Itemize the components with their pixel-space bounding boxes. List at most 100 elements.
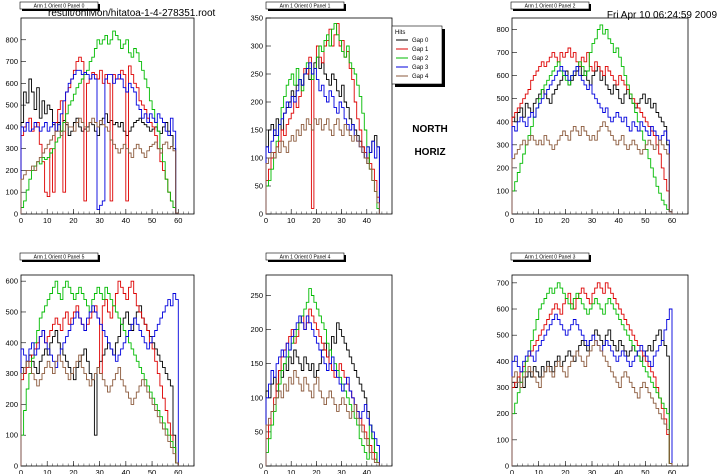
y-tick-label: 300 [496, 140, 509, 149]
series-line [265, 288, 380, 466]
y-tick-label: 150 [250, 126, 263, 135]
x-tick-label: 50 [148, 216, 156, 225]
y-tick-label: 500 [496, 331, 509, 340]
plot-frame [20, 17, 195, 215]
y-tick-label: 700 [496, 278, 509, 287]
legend-label: Gap 3 [412, 65, 429, 71]
panel-title: Arm 1 Orient 0 Panel 3 [525, 255, 576, 261]
y-tick-label: 300 [250, 42, 263, 51]
x-tick-label: 20 [561, 216, 569, 225]
panel-title-box [19, 1, 99, 10]
x-tick-label: 10 [43, 216, 51, 225]
y-tick-label: 0 [259, 210, 263, 219]
x-tick-label: 30 [588, 216, 596, 225]
y-tick-label: 0 [14, 462, 18, 471]
x-tick-label: 50 [641, 468, 649, 474]
timestamp-label: Fri Apr 10 06:24:59 2009 [606, 10, 717, 21]
y-tick-label: 50 [255, 427, 263, 436]
legend-label: Gap 0 [412, 38, 429, 44]
y-tick-label: 200 [496, 163, 509, 172]
x-tick-label: 60 [668, 468, 676, 474]
panel-chart: Arm 1 Orient 0 Panel 0 0 100 200 300 400 500 60… [5, 1, 195, 225]
x-tick-label: 40 [122, 216, 130, 225]
series-line [265, 315, 380, 466]
y-tick-label: 700 [496, 48, 509, 57]
series-line [20, 117, 179, 214]
legend: Hits Gap 0 Gap 1 Gap 2 Gap 3 Gap 4 [391, 25, 445, 87]
legend-box [391, 25, 443, 85]
series-line [511, 65, 673, 214]
y-tick-label: 0 [505, 462, 509, 471]
series-line [20, 69, 179, 214]
x-tick-label: 10 [43, 468, 51, 474]
y-tick-label: 600 [5, 79, 18, 88]
series-line [20, 280, 179, 466]
y-tick-label: 300 [5, 369, 18, 378]
y-tick-label: 400 [496, 117, 509, 126]
y-tick-label: 100 [5, 431, 18, 440]
x-tick-label: 30 [337, 468, 345, 474]
panel-chart: Arm 1 Orient 0 Panel 4 0 50 100 150 200 250 0 10… [250, 252, 393, 474]
y-tick-label: 0 [14, 210, 18, 219]
x-tick-label: 40 [363, 216, 371, 225]
x-tick-label: 20 [69, 468, 77, 474]
series-line [20, 56, 179, 214]
series-line [511, 47, 673, 214]
x-tick-label: 30 [95, 468, 103, 474]
y-tick-label: 200 [5, 166, 18, 175]
y-tick-label: 100 [250, 154, 263, 163]
series-line [511, 121, 673, 214]
panel-title: Arm 1 Orient 0 Panel 2 [525, 4, 576, 10]
x-tick-label: 20 [312, 216, 320, 225]
series-line [511, 24, 673, 214]
x-tick-label: 10 [287, 216, 295, 225]
panel-title: Arm 1 Orient 0 Panel 5 [34, 255, 85, 261]
y-tick-label: 0 [259, 462, 263, 471]
series-line [265, 23, 380, 214]
panel-chart: Arm 1 Orient 0 Panel 5010020030040050060… [5, 252, 195, 474]
y-tick-label: 500 [5, 101, 18, 110]
panel-title-box [19, 252, 99, 261]
series-line [265, 118, 380, 214]
panel-chart: Arm 1 Orient 0 Panel 2010020030040050060… [496, 1, 689, 225]
x-tick-label: 20 [561, 468, 569, 474]
y-tick-label: 200 [496, 409, 509, 418]
y-tick-label: 400 [5, 122, 18, 131]
series-line [265, 322, 380, 466]
x-tick-label: 30 [337, 216, 345, 225]
legend-label: Gap 1 [412, 47, 429, 53]
y-tick-label: 0 [505, 210, 509, 219]
series-line [20, 280, 179, 466]
y-tick-label: 200 [250, 98, 263, 107]
panel-chart: Arm 1 Orient 0 Panel 3010020030040050060… [496, 252, 689, 474]
x-tick-label: 40 [614, 468, 622, 474]
series-line [265, 370, 380, 466]
y-tick-label: 500 [5, 307, 18, 316]
series-line [265, 56, 380, 214]
series-line [20, 30, 179, 214]
panel-title: Arm 1 Orient 0 Panel 0 [34, 4, 85, 10]
x-tick-label: 50 [148, 468, 156, 474]
x-tick-label: 20 [312, 468, 320, 474]
series-line [20, 293, 179, 466]
x-tick-label: 60 [668, 216, 676, 225]
series-line [265, 308, 380, 466]
x-tick-label: 40 [614, 216, 622, 225]
panel-title-box [510, 252, 590, 261]
x-tick-label: 0 [264, 468, 268, 474]
y-tick-label: 300 [5, 144, 18, 153]
x-tick-label: 20 [69, 216, 77, 225]
y-tick-label: 600 [496, 305, 509, 314]
north-label: NORTH [412, 124, 448, 135]
legend-label: Gap 4 [412, 74, 429, 80]
series-line [265, 23, 380, 214]
x-tick-label: 10 [534, 216, 542, 225]
horiz-label: HORIZ [414, 147, 445, 158]
y-tick-label: 200 [250, 325, 263, 334]
plot-frame [265, 274, 393, 467]
series-line [265, 62, 380, 214]
y-tick-label: 100 [5, 188, 18, 197]
x-tick-label: 40 [122, 468, 130, 474]
x-tick-label: 60 [174, 216, 182, 225]
x-tick-label: 0 [510, 216, 514, 225]
